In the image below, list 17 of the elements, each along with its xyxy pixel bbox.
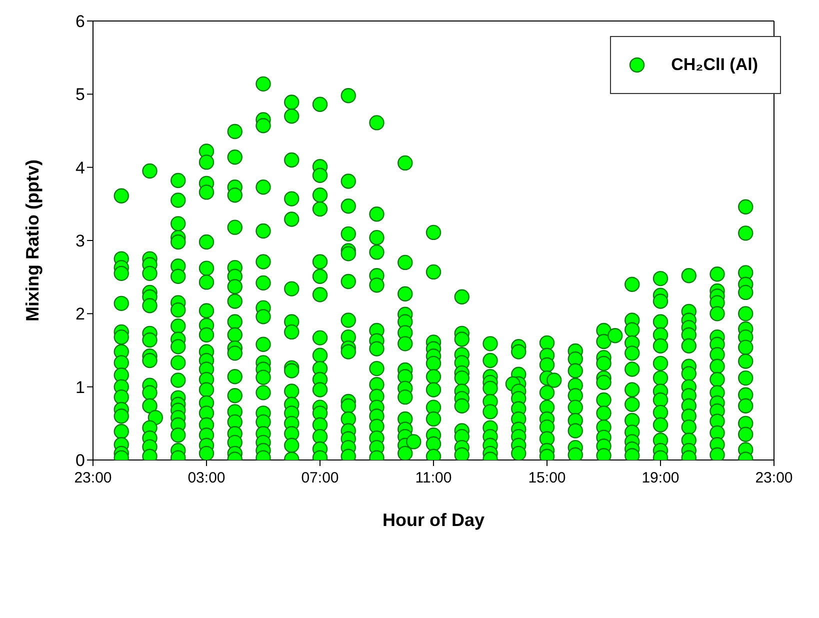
x-tick-label: 23:00 [755,470,793,487]
y-tick-label: 6 [76,12,85,32]
x-tick-label: 19:00 [642,470,680,487]
x-tick-label: 15:00 [528,470,566,487]
y-tick-label: 0 [76,451,85,470]
y-axis-title: Mixing Ratio (pptv) [22,160,42,322]
legend-label: CH₂ClI (Al) [671,55,758,75]
y-tick-label: 5 [76,85,85,104]
y-tick-label: 2 [76,304,85,324]
y-tick-label: 1 [76,378,85,397]
y-tick-label: 4 [76,158,85,178]
x-axis-title: Hour of Day [382,510,485,530]
x-tick-label: 23:00 [74,470,112,487]
x-tick-label: 03:00 [188,470,226,487]
x-tick-label: 11:00 [415,470,452,487]
x-tick-label: 07:00 [301,470,339,487]
y-tick-label: 3 [76,232,85,251]
